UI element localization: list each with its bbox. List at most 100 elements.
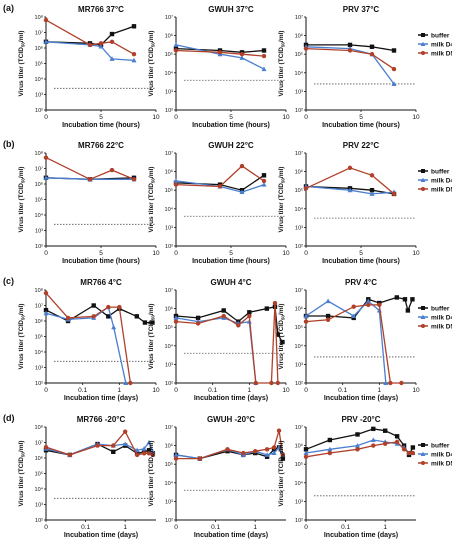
y-axis-label-tail: /ml) xyxy=(148,441,155,453)
data-point xyxy=(87,177,93,182)
y-tick-label: 10⁴ xyxy=(295,480,304,487)
data-point xyxy=(106,314,111,319)
x-axis-label: Incubation time (days) xyxy=(324,532,398,539)
data-point xyxy=(173,315,179,320)
data-point xyxy=(109,56,115,61)
data-point xyxy=(351,304,356,309)
legend-label: milk D4 xyxy=(431,42,452,49)
y-tick-label: 10³ xyxy=(295,89,303,95)
x-tick-label: 5 xyxy=(229,114,233,121)
chart-panel: PRV 22°C 10² 10³ 10⁴ 10⁵ 10⁶ 10⁷ 0 5 10 Incubation… xyxy=(278,141,452,265)
data-point xyxy=(280,339,285,345)
data-point xyxy=(347,48,353,53)
chart-title: PRV 37°C xyxy=(343,5,380,14)
data-point xyxy=(142,320,148,325)
data-point xyxy=(131,52,137,57)
data-point xyxy=(236,323,241,328)
chart-title: PRV 22°C xyxy=(343,141,380,150)
data-point xyxy=(43,155,49,160)
x-tick-label: 0 xyxy=(44,114,48,121)
chart-panel: MR766 4°C 10² 10³ 10⁴ 10⁵ 10⁶ 10⁷ 10⁸ 0 0.1 1 10 Inc… xyxy=(18,278,160,402)
data-point xyxy=(123,380,129,385)
data-point xyxy=(391,81,397,86)
data-point xyxy=(173,42,179,47)
data-point xyxy=(195,321,201,326)
y-tick-label: 10⁵ xyxy=(35,61,43,68)
y-axis-label-tail: /ml) xyxy=(278,304,285,316)
y-axis-label-tail: /ml) xyxy=(278,31,285,43)
y-tick-label: 10⁷ xyxy=(35,440,43,447)
x-tick-label: 5 xyxy=(359,250,363,257)
series-line xyxy=(175,44,265,70)
chart-title: GWUH -20°C xyxy=(207,415,255,424)
data-point xyxy=(406,450,412,456)
series-line xyxy=(175,305,283,343)
y-tick-label: 10⁶ xyxy=(35,455,43,462)
y-tick-label: 10² xyxy=(295,244,303,250)
x-tick-label: 0 xyxy=(304,387,308,394)
y-axis-label-subscript: 50 xyxy=(21,178,26,184)
data-point xyxy=(399,380,404,386)
y-tick-label: 10⁷ xyxy=(165,424,173,431)
data-point xyxy=(111,449,116,454)
y-axis-label-tail: /ml) xyxy=(18,167,25,179)
data-point xyxy=(146,439,152,445)
x-axis-label: Incubation time (days) xyxy=(324,395,398,402)
series-line xyxy=(45,292,132,384)
x-axis-label: Incubation time (hours) xyxy=(192,258,270,265)
data-point xyxy=(261,53,267,59)
chart-panel: PRV -20°C 10² 10³ 10⁴ 10⁵ 10⁶ 10⁷ 0 0.1 1Incubati… xyxy=(278,415,452,539)
x-tick-label: 1 xyxy=(118,387,122,394)
series-line xyxy=(45,19,135,55)
y-tick-label: 10⁵ xyxy=(295,51,303,58)
y-tick-label: 10⁵ xyxy=(295,461,303,468)
y-tick-label: 10³ xyxy=(295,225,303,231)
chart-panel: MR766 22°C 10² 10³ 10⁴ 10⁵ 10⁶ 10⁷ 10⁸ 0 5 10 Incub… xyxy=(18,141,160,265)
y-tick-label: 10⁶ xyxy=(35,318,43,325)
x-tick-label: 0 xyxy=(174,387,178,394)
x-tick-label: 1 xyxy=(383,524,387,531)
y-tick-label: 10⁷ xyxy=(35,303,43,310)
legend-label: milk D4 xyxy=(431,178,452,185)
legend-label: buffer xyxy=(431,169,450,176)
y-tick-label: 10² xyxy=(165,381,173,387)
x-tick-label: 0 xyxy=(44,387,48,394)
data-point xyxy=(150,449,156,454)
legend-marker xyxy=(421,443,425,447)
x-tick-label: 0 xyxy=(304,250,308,257)
data-point xyxy=(43,310,49,316)
y-tick-label: 10⁷ xyxy=(295,287,303,294)
data-point xyxy=(146,451,152,456)
chart-title: MR766 4°C xyxy=(80,278,122,287)
data-point xyxy=(355,432,360,437)
data-point xyxy=(197,456,203,461)
data-point xyxy=(111,324,117,330)
y-axis-label: Virus titer (TCID50/ml) xyxy=(278,304,286,370)
y-axis-label-tail: /ml) xyxy=(278,441,285,453)
series-line xyxy=(175,302,279,384)
y-tick-label: 10³ xyxy=(165,362,173,368)
data-point xyxy=(261,182,267,187)
data-point xyxy=(146,448,152,453)
x-axis-label: Incubation time (hours) xyxy=(322,122,400,129)
legend-marker xyxy=(421,169,425,173)
data-point xyxy=(239,55,245,60)
y-tick-label: 10⁵ xyxy=(35,334,43,341)
x-tick-label: 10 xyxy=(412,114,420,121)
y-axis-label: Virus titer (TCID50/ml) xyxy=(18,304,26,370)
data-point xyxy=(303,46,309,51)
y-axis-label-subscript: 50 xyxy=(281,315,286,321)
x-tick-label: 0 xyxy=(174,524,178,531)
legend-label: milk D4 xyxy=(431,315,452,322)
y-tick-label: 10² xyxy=(165,518,173,524)
data-point xyxy=(241,450,246,456)
data-point xyxy=(122,429,128,434)
series-line xyxy=(45,157,135,181)
data-point xyxy=(43,17,49,23)
series-line xyxy=(305,185,395,195)
x-axis-label: Incubation time (days) xyxy=(194,532,268,539)
data-point xyxy=(410,445,416,450)
y-axis-label: Virus titer (TCID50/ml) xyxy=(148,167,156,233)
y-axis-label-tail: /ml) xyxy=(18,441,25,453)
y-tick-label: 10⁷ xyxy=(165,14,173,21)
